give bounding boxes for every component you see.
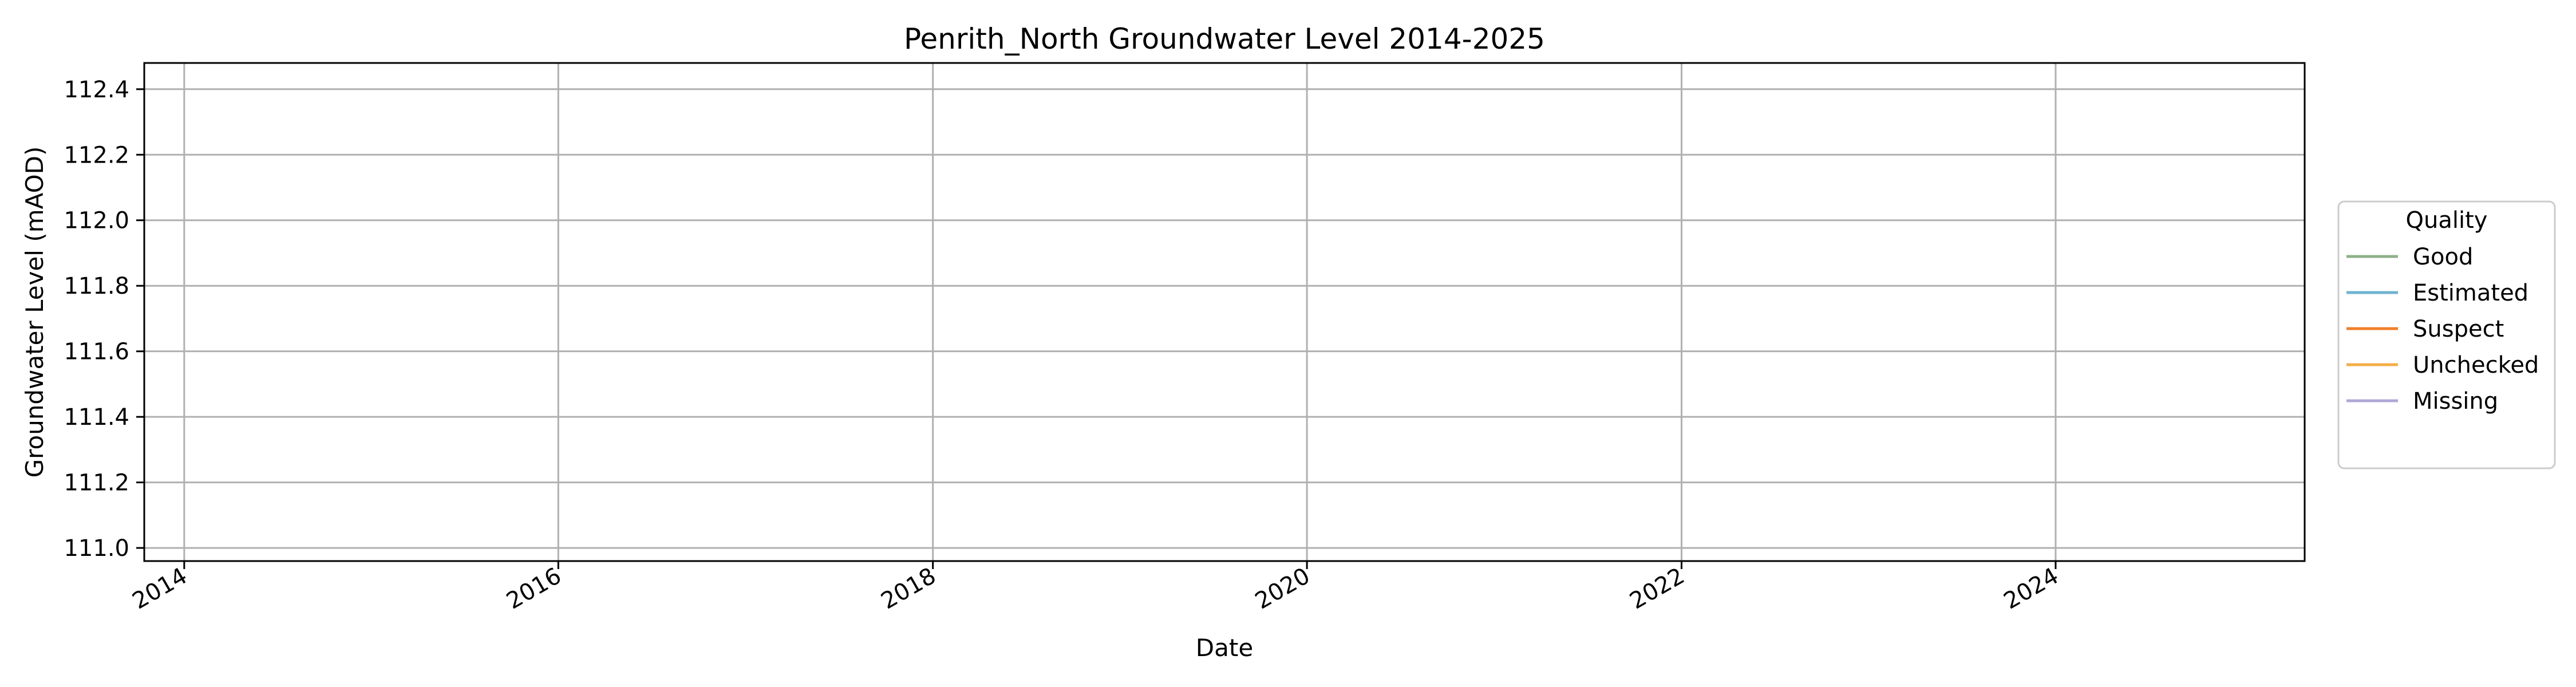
legend-entry: Suspect: [2413, 316, 2504, 342]
legend-entry: Good: [2413, 244, 2473, 270]
y-tick-label: 111.4: [64, 404, 129, 431]
x-tick-label: 2022: [1625, 563, 1689, 615]
grid-layer: [144, 63, 2305, 561]
x-axis-label: Date: [1196, 634, 1253, 662]
x-tick-label: 2016: [502, 563, 566, 615]
legend-entry: Estimated: [2413, 280, 2528, 306]
y-tick-label: 112.4: [64, 77, 129, 103]
legend-entry: Unchecked: [2413, 352, 2539, 378]
y-tick-label: 112.2: [64, 142, 129, 168]
x-tick-label: 2018: [876, 563, 940, 615]
y-tick-label: 111.8: [64, 273, 129, 299]
legend: Quality Good Estimated Suspect Unchecked Mis…: [2337, 200, 2556, 469]
y-tick-label: 111.0: [64, 535, 129, 562]
chart-title: Penrith_North Groundwater Level 2014-202…: [904, 22, 1545, 56]
y-tick-label: 112.0: [64, 208, 129, 234]
plot-frame: [143, 62, 2306, 562]
legend-entry: Missing: [2413, 388, 2498, 414]
y-tick-label: 111.6: [64, 339, 129, 365]
tick-layer: 2014 2016 2018 2020 2022 2024 111.0 111.2 111.4 1…: [64, 77, 2063, 615]
x-tick-label: 2014: [128, 563, 192, 615]
y-axis-label: Groundwater Level (mAOD): [21, 147, 49, 478]
x-tick-label: 2020: [1251, 563, 1314, 615]
y-tick-label: 111.2: [64, 470, 129, 496]
x-tick-label: 2024: [2000, 563, 2063, 615]
legend-title: Quality: [2406, 207, 2488, 234]
